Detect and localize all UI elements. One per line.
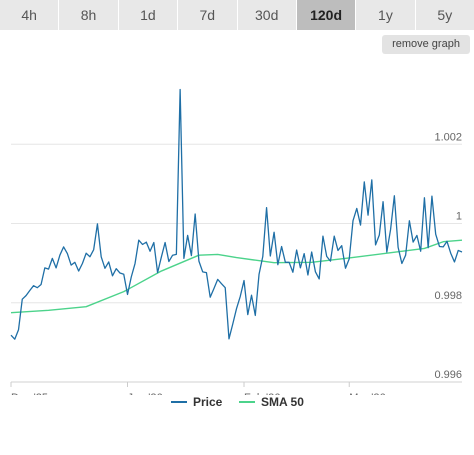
legend-swatch-price — [171, 401, 187, 403]
grid-layer — [11, 143, 462, 383]
y-tick-label: 1.002 — [434, 131, 462, 143]
tick-layer: 0.996 0.998 1 1.002 Dec '25 Jan '26 Feb '26 Mar… — [10, 131, 462, 395]
legend-label-sma-50: SMA 50 — [261, 395, 304, 409]
legend-label-price: Price — [193, 395, 223, 409]
chart-legend: Price SMA 50 — [0, 392, 474, 412]
legend-item-price[interactable]: Price — [171, 392, 222, 412]
series-layer — [10, 88, 463, 340]
tab-8h[interactable]: 8h — [59, 0, 119, 30]
tab-7d[interactable]: 7d — [178, 0, 238, 30]
y-tick-label: 0.996 — [434, 369, 462, 381]
x-tick-label: Jan '26 — [128, 392, 163, 395]
legend-item-sma-50[interactable]: SMA 50 — [239, 392, 304, 412]
sma-50-line — [10, 239, 463, 314]
price-chart: 0.996 0.998 1 1.002 Dec '25 Jan '26 Feb '26 Mar… — [10, 88, 463, 395]
tab-1d[interactable]: 1d — [118, 0, 179, 30]
tab-5y[interactable]: 5y — [415, 0, 474, 30]
x-tick-label: Mar '26 — [349, 392, 385, 395]
price-line — [10, 88, 463, 340]
tab-120d[interactable]: 120d — [296, 0, 357, 30]
x-tick-label: Dec '25 — [11, 392, 48, 395]
y-tick-label: 1 — [456, 211, 462, 223]
tab-30d[interactable]: 30d — [237, 0, 297, 30]
timeframe-tabs: 4h 8h 1d 7d 30d 120d 1y 5y — [0, 0, 474, 30]
legend-swatch-sma-50 — [239, 401, 255, 403]
y-tick-label: 0.998 — [434, 290, 462, 302]
x-tick-label: Feb '26 — [244, 392, 280, 395]
tab-4h[interactable]: 4h — [0, 0, 60, 30]
tab-1y[interactable]: 1y — [356, 0, 416, 30]
remove-graph-button[interactable]: remove graph — [382, 35, 470, 54]
